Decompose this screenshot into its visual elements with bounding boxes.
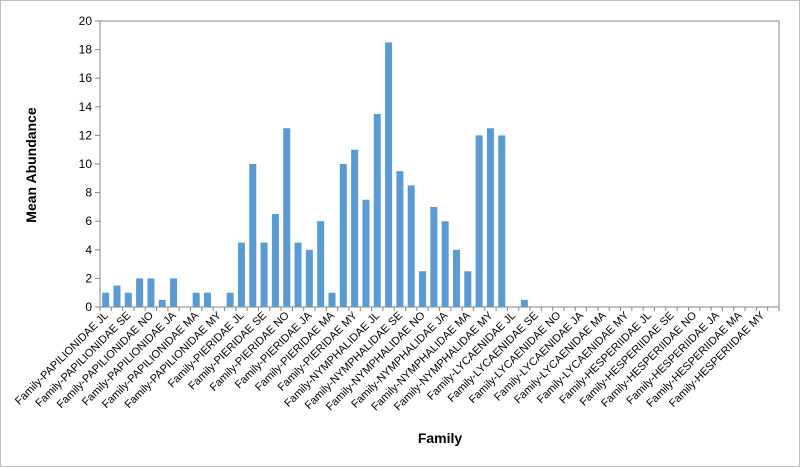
y-tick-label: 12 xyxy=(79,128,93,142)
bar xyxy=(486,128,494,307)
bar xyxy=(328,292,336,307)
bar xyxy=(430,206,438,307)
bar xyxy=(464,271,472,307)
bar xyxy=(237,242,245,307)
y-tick-label: 16 xyxy=(79,71,93,85)
bar xyxy=(520,299,528,307)
y-tick-label: 18 xyxy=(79,43,93,57)
bar xyxy=(158,299,166,307)
bar xyxy=(351,149,359,307)
y-tick-label: 20 xyxy=(79,14,93,28)
bar xyxy=(498,135,506,307)
y-tick-label: 2 xyxy=(85,271,92,285)
y-tick-label: 0 xyxy=(85,300,92,314)
bar xyxy=(407,185,415,307)
bar xyxy=(170,278,178,307)
y-axis-ticks: 0 2 4 6 8 10 12 14 16 18 20 xyxy=(79,14,100,314)
bar xyxy=(136,278,144,307)
y-tick-label: 10 xyxy=(79,157,93,171)
bar xyxy=(124,292,132,307)
bar xyxy=(192,292,200,307)
bar xyxy=(271,214,279,307)
bar xyxy=(475,135,483,307)
y-tick-label: 6 xyxy=(85,214,92,228)
y-tick-label: 4 xyxy=(85,243,92,257)
y-axis-title: Mean Abundance xyxy=(23,107,39,223)
bar xyxy=(283,128,291,307)
bar xyxy=(147,278,155,307)
bar xyxy=(373,113,381,307)
bar xyxy=(204,292,212,307)
x-axis-labels: Family-PAPILIONIDAE JLFamily-PAPILIONIDA… xyxy=(13,309,768,413)
bar xyxy=(249,164,257,307)
bar xyxy=(452,249,460,307)
bars xyxy=(102,42,528,307)
x-axis-title: Family xyxy=(418,430,463,446)
bar xyxy=(113,285,121,307)
bar xyxy=(294,242,302,307)
plot-area xyxy=(99,20,780,311)
bar xyxy=(102,292,110,307)
y-tick-label: 8 xyxy=(85,186,92,200)
bar xyxy=(419,271,427,307)
bar xyxy=(396,171,404,307)
bar xyxy=(260,242,268,307)
bar xyxy=(339,164,347,307)
bar xyxy=(441,221,449,307)
plot-border xyxy=(99,20,780,308)
bar xyxy=(226,292,234,307)
y-tick-label: 14 xyxy=(79,100,93,114)
bar xyxy=(305,249,313,307)
bar xyxy=(385,42,393,307)
bar xyxy=(317,221,325,307)
bar xyxy=(362,199,370,307)
